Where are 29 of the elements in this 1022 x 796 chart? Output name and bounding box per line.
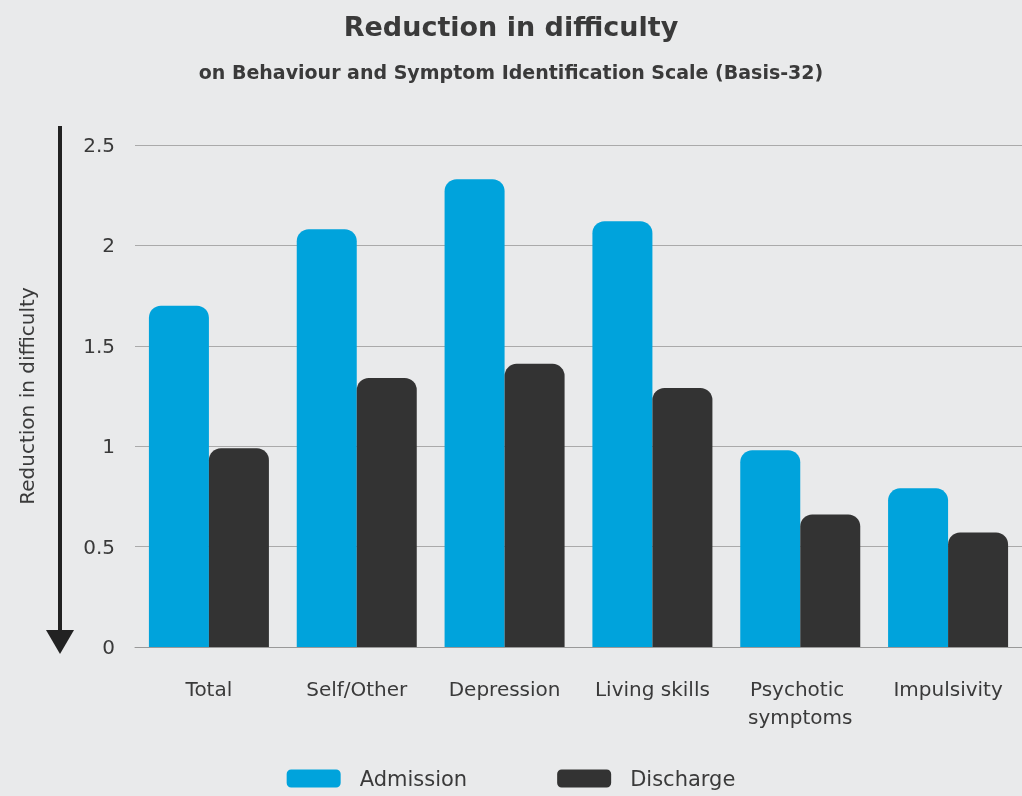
y-tick-label: 1: [102, 434, 115, 459]
text: Reduction in difficulty: [15, 287, 39, 505]
y-tick-label: 2.5: [83, 133, 115, 157]
legend-label: Discharge: [630, 766, 736, 791]
bar: [800, 514, 861, 647]
bar: [148, 305, 209, 647]
y-tick-label: 1.5: [83, 333, 115, 358]
chart-subtitle: on Behaviour and Symptom Identification Scale (Basis-32): [198, 60, 824, 83]
bar: [504, 363, 565, 647]
bar: [296, 229, 357, 647]
bar: [444, 179, 505, 647]
y-tick-label: 2: [102, 233, 115, 258]
bar: [740, 450, 801, 647]
bar: [592, 221, 653, 647]
legend-label: Admission: [359, 766, 468, 791]
bar: [948, 532, 1009, 647]
x-tick-label: Living skills: [594, 677, 710, 701]
x-tick-label: Impulsivity: [893, 677, 1003, 701]
x-tick-label: Self/Other: [306, 677, 409, 701]
bar: [652, 387, 713, 647]
bar: [208, 448, 269, 647]
bar: [356, 377, 417, 647]
y-tick-label: 0: [102, 635, 115, 659]
x-tick-label: Total: [184, 677, 233, 701]
y-tick-label: 0.5: [83, 534, 115, 559]
x-tick-label: Psychotic symptoms: [748, 677, 853, 729]
x-tick-label: Depression: [448, 677, 561, 701]
y-axis-title: Reduction in difficulty: [343, 11, 679, 42]
bar: [888, 488, 949, 647]
